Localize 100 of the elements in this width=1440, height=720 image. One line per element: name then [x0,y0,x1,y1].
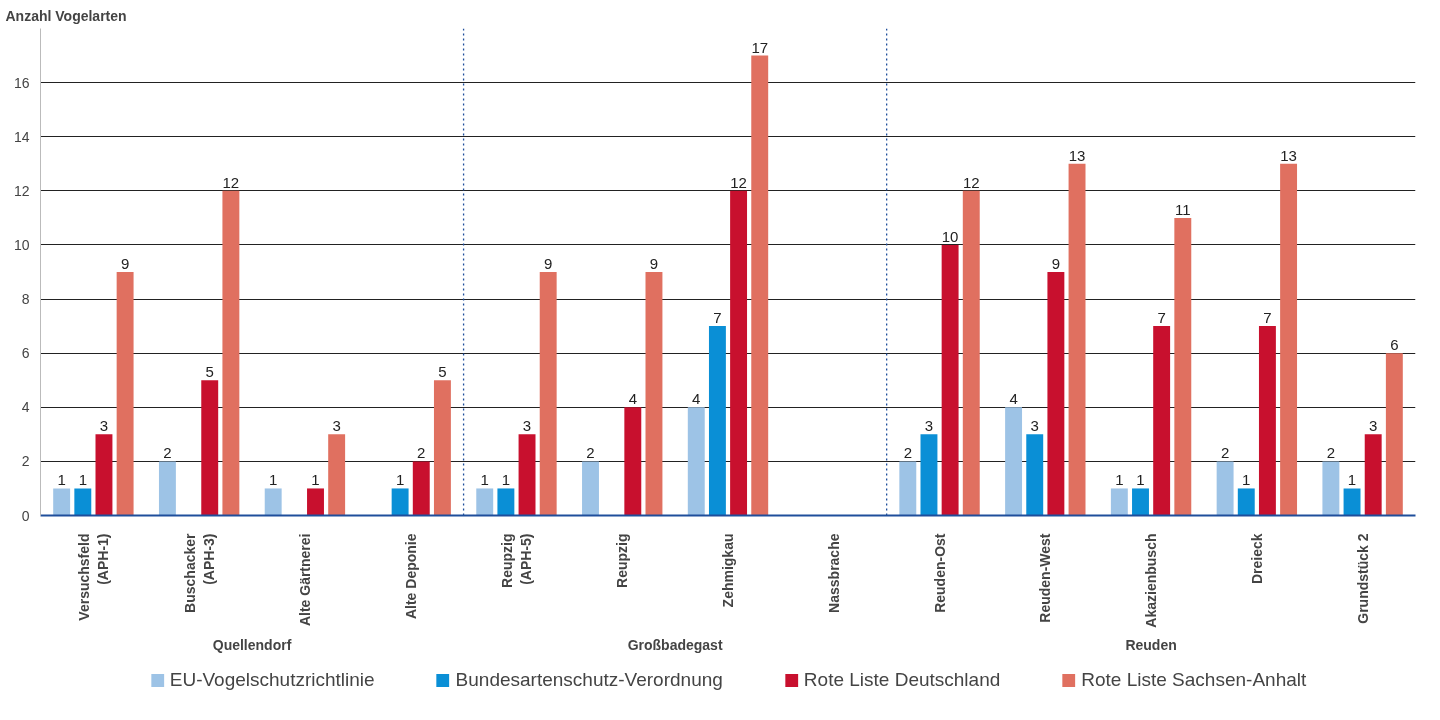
data-label: 5 [205,363,214,381]
bar [645,272,663,516]
bar [328,434,346,516]
data-label: 4 [628,390,637,408]
bar [1068,163,1086,516]
x-tick-label: Zehmigkau [720,533,736,608]
bar [1047,272,1065,516]
data-label: 1 [1115,471,1124,489]
bar [1258,326,1276,516]
y-tick-label: 2 [21,453,30,470]
y-tick-label: 16 [13,74,30,91]
data-label: 1 [311,471,320,489]
bar [518,434,536,516]
bar [307,488,324,516]
data-label: 3 [1369,417,1378,435]
x-tick-label: Nassbrache [825,533,842,613]
data-label: 17 [751,38,769,56]
text: Quellendorf [212,636,292,653]
bar [1343,488,1361,516]
x-tick-label: Grundstück 2 [1354,533,1371,624]
x-tick-label: Reuden-West [1037,533,1054,623]
bar [95,434,113,516]
y-tick-label: 6 [21,345,30,362]
bar [539,272,557,516]
data-label: 12 [962,173,980,191]
data-label: 1 [501,471,511,489]
bar [1237,488,1255,516]
bar [201,380,219,516]
data-label: 12 [730,173,747,191]
bar [1385,353,1403,516]
bar [1322,461,1340,516]
data-label: 3 [924,417,934,435]
bar [730,190,748,516]
bar [1174,217,1192,516]
data-label: 1 [78,471,87,489]
data-label: 7 [713,309,722,327]
x-tick-label: Versuchsfeld (APH-1) [75,533,111,621]
bar [1026,434,1044,516]
data-label: 4 [1009,390,1018,408]
data-label: 1 [395,471,405,489]
text: Großbadegast [627,636,723,653]
y-tick-label: 4 [21,399,30,416]
data-label: 7 [1157,309,1166,327]
bar [582,461,599,516]
x-tick-label: Alte Gärtnerei [296,533,313,627]
bar [1153,326,1171,516]
x-tick-label: Dreieck [1248,533,1265,585]
data-label: 5 [438,363,447,381]
data-label: 9 [120,255,130,272]
data-label: 2 [1220,444,1230,462]
legend-label: EU-Vogelschutzrichtlinie [169,669,375,691]
bar [74,488,92,516]
bar [497,488,515,516]
bar [941,244,959,516]
data-label: 3 [1030,417,1039,435]
text: Reuden [1125,636,1177,653]
bar [899,461,917,516]
bar [264,488,282,516]
bar [433,380,451,516]
data-label: 9 [1051,255,1061,272]
x-tick-label: Reupzig [614,533,631,588]
bar [1280,163,1298,516]
y-tick-label: 8 [21,291,30,308]
legend-label: Rote Liste Deutschland [803,669,1001,691]
data-label: 9 [649,255,659,272]
x-tick-label: Alte Deponie [402,533,419,620]
bar [476,488,494,516]
legend-label: Rote Liste Sachsen-Anhalt [1081,669,1307,691]
data-label: 13 [1068,146,1086,164]
data-label: 2 [903,444,912,462]
bar [53,488,71,516]
bar [116,272,134,516]
bar [222,190,240,516]
data-label: 12 [222,173,240,191]
x-tick-label: Reuden-Ost [931,533,948,613]
data-label: 1 [1136,471,1145,489]
bar [158,461,176,516]
data-label: 3 [99,417,109,435]
data-label: 3 [522,417,532,435]
legend-label: Bundesartenschutz-Verordnung [455,669,723,691]
data-label: 2 [586,444,595,462]
bar [412,461,430,516]
data-label: 2 [1326,444,1336,462]
bar [1216,461,1234,516]
y-tick-label: 14 [13,128,30,145]
x-tick-label: Akazienbusch [1143,533,1160,628]
data-label: 1 [57,471,66,489]
bar [624,407,642,516]
data-label: 11 [1175,200,1191,218]
bar [751,55,769,516]
data-label: 2 [163,444,172,462]
bar [1110,488,1128,516]
bar [962,190,980,516]
data-label: 9 [544,255,553,272]
bar [1132,488,1149,516]
data-label: 1 [1347,471,1357,489]
data-label: 3 [332,417,341,435]
bar [391,488,409,516]
bar [708,326,726,516]
y-tick-label: 10 [13,236,30,253]
